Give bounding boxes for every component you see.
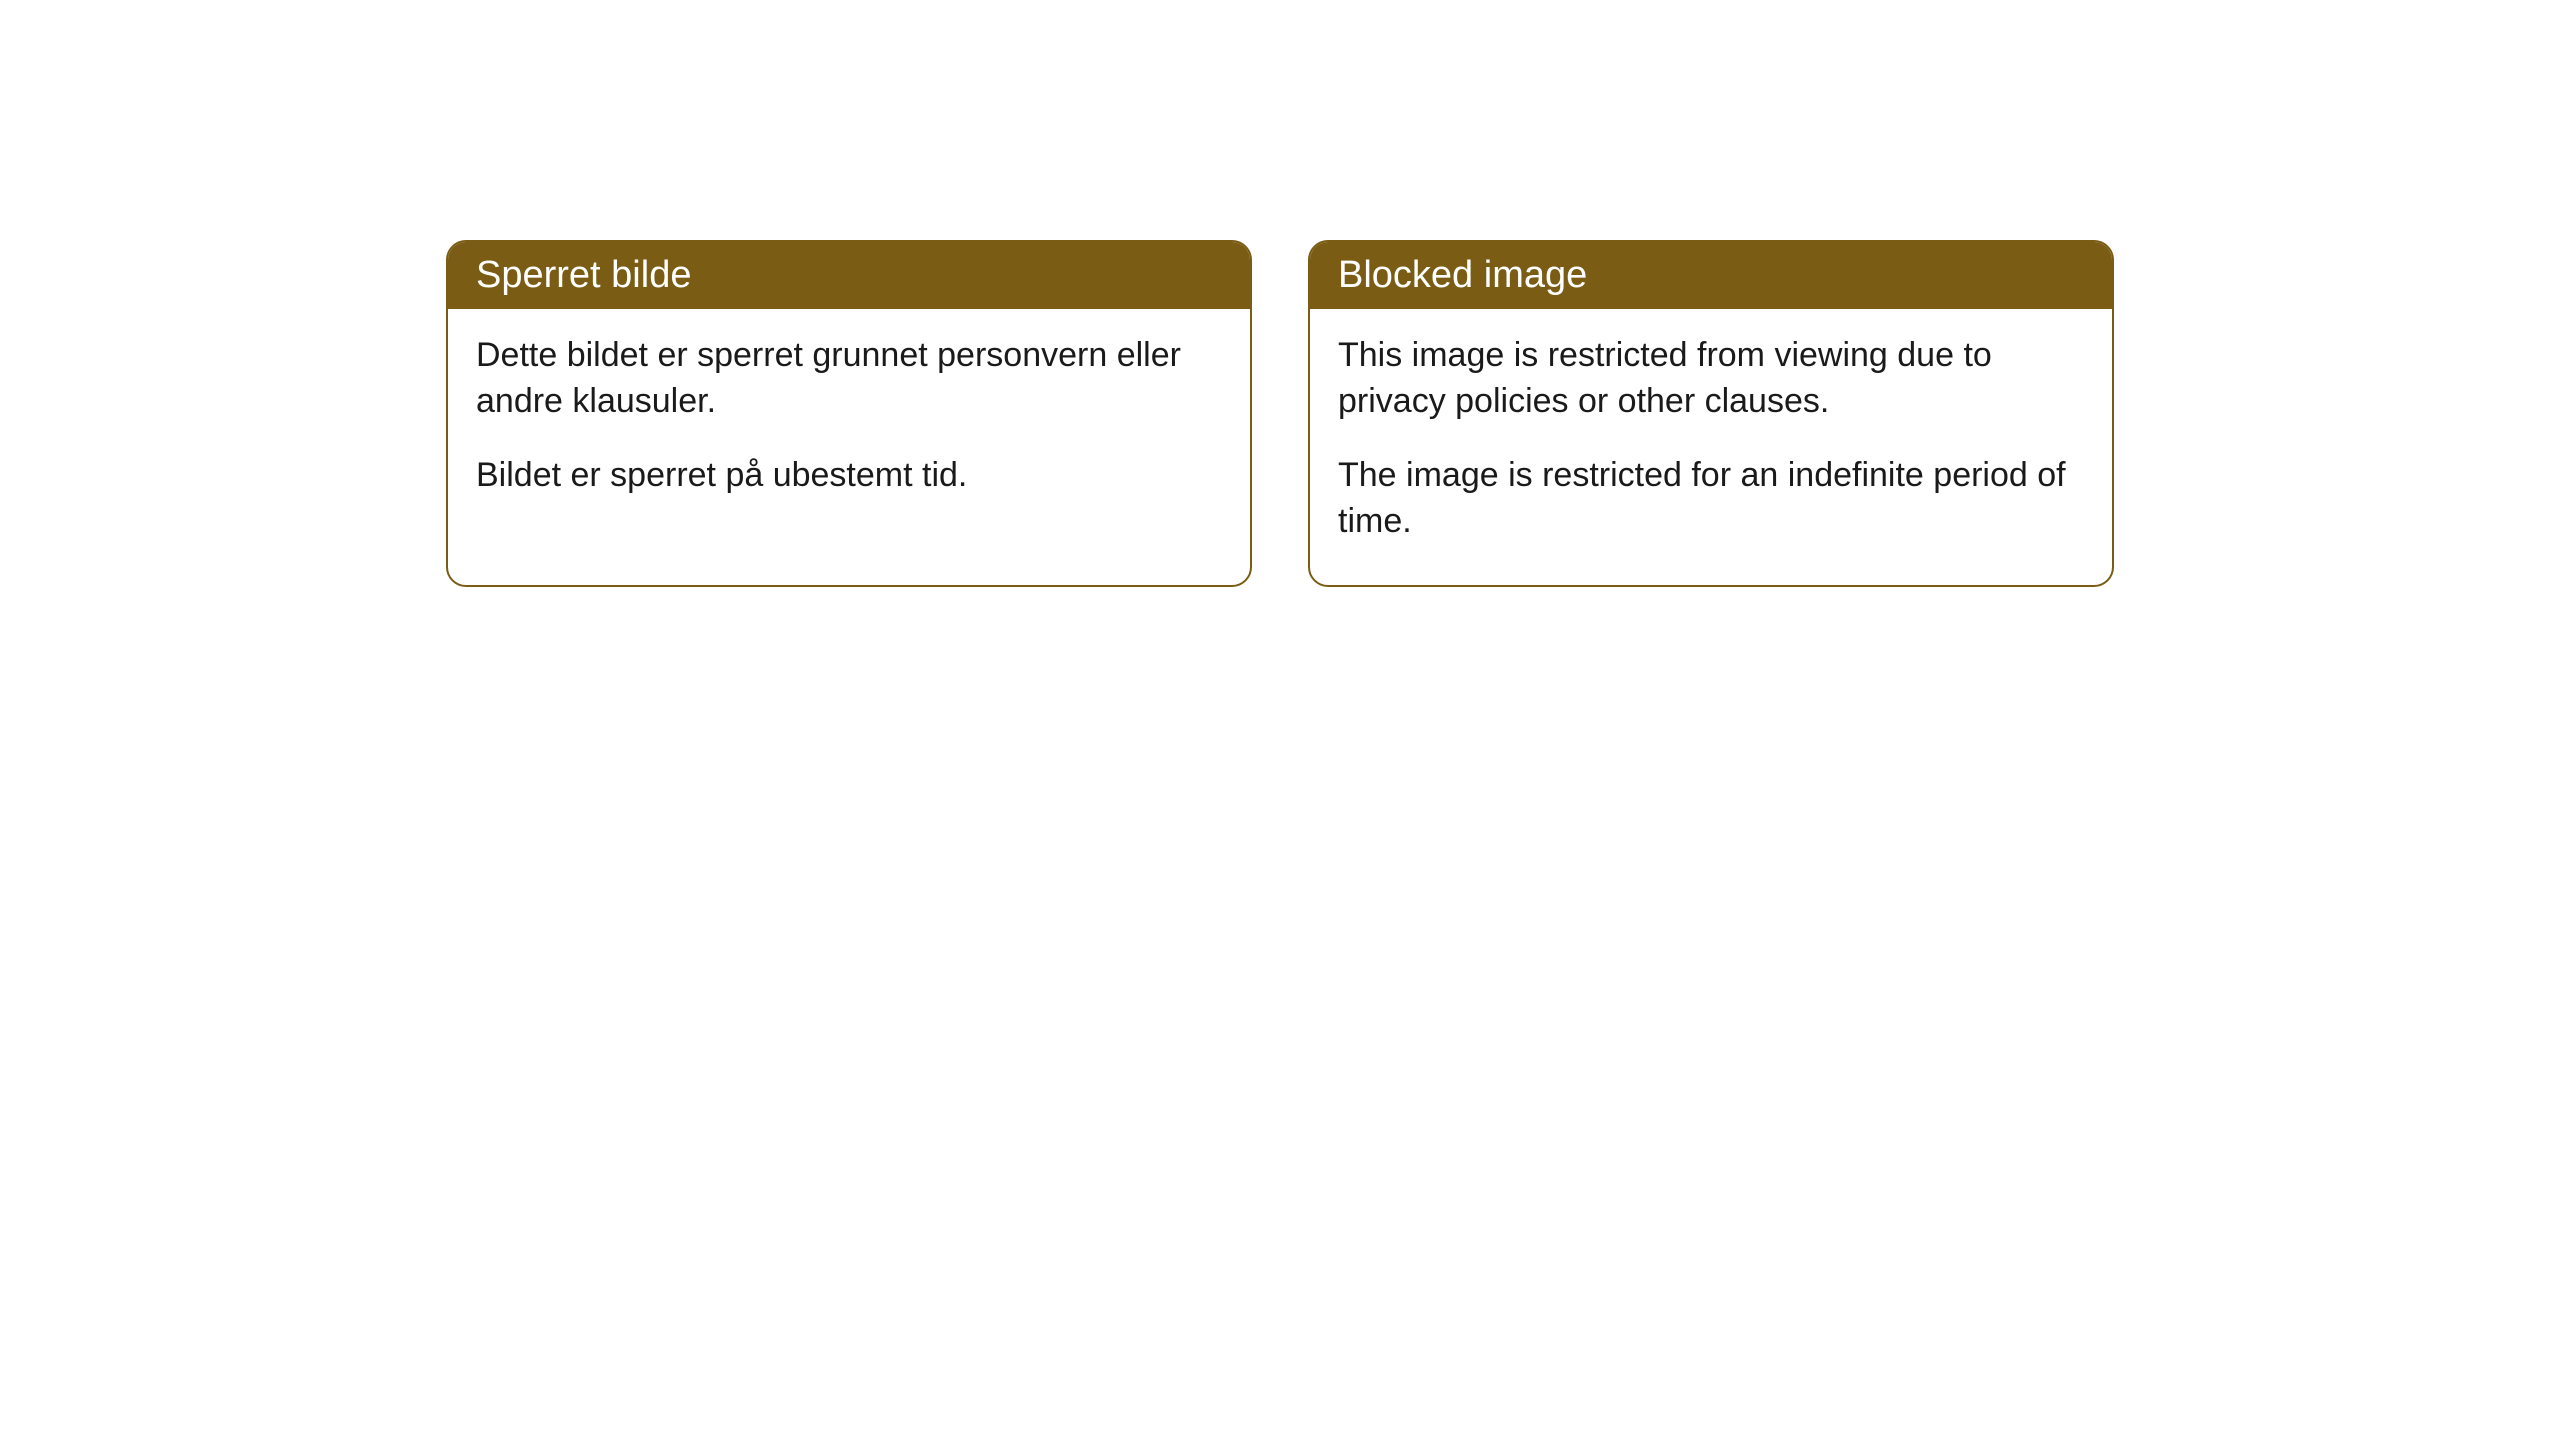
notice-text-norwegian-2: Bildet er sperret på ubestemt tid. bbox=[476, 453, 1222, 499]
blocked-image-card-norwegian: Sperret bilde Dette bildet er sperret gr… bbox=[446, 240, 1252, 587]
notice-text-english-2: The image is restricted for an indefinit… bbox=[1338, 453, 2084, 545]
notice-cards-container: Sperret bilde Dette bildet er sperret gr… bbox=[446, 240, 2114, 587]
notice-text-english-1: This image is restricted from viewing du… bbox=[1338, 333, 2084, 425]
card-body-norwegian: Dette bildet er sperret grunnet personve… bbox=[448, 309, 1250, 539]
notice-text-norwegian-1: Dette bildet er sperret grunnet personve… bbox=[476, 333, 1222, 425]
blocked-image-card-english: Blocked image This image is restricted f… bbox=[1308, 240, 2114, 587]
card-body-english: This image is restricted from viewing du… bbox=[1310, 309, 2112, 585]
card-title-norwegian: Sperret bilde bbox=[448, 242, 1250, 309]
card-title-english: Blocked image bbox=[1310, 242, 2112, 309]
